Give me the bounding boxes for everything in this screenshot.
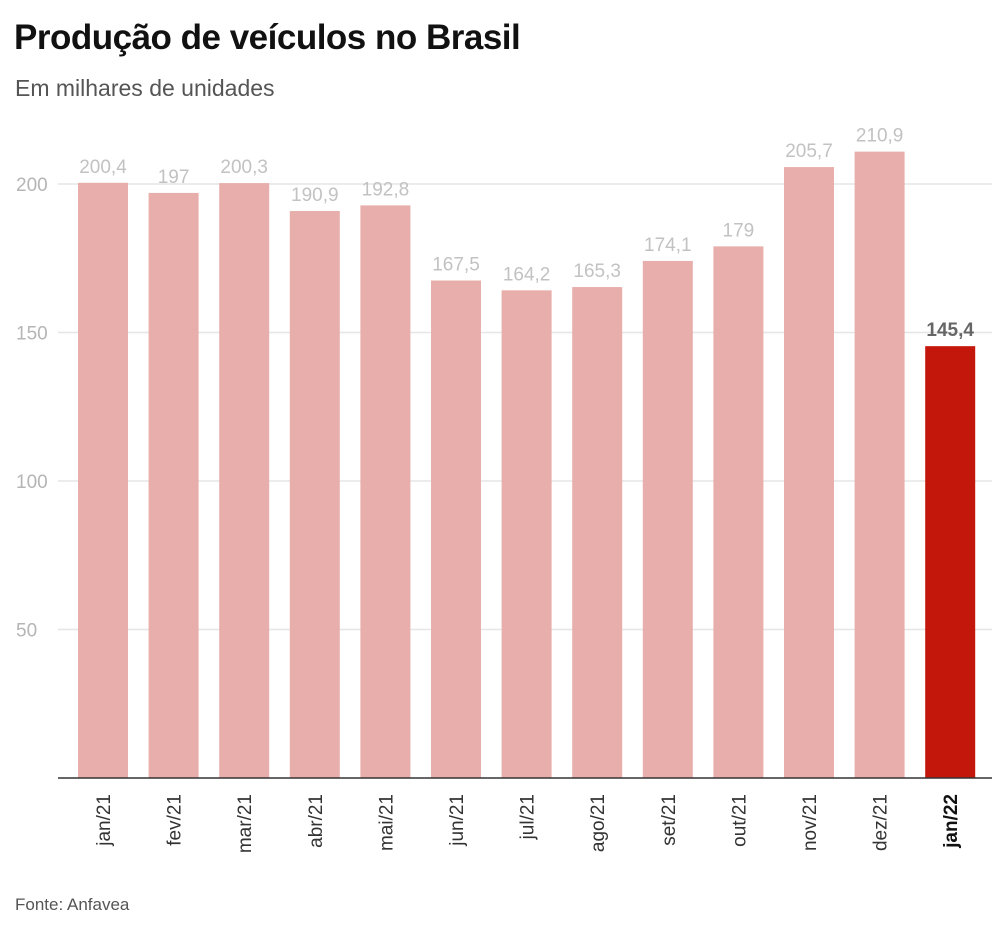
value-label: 200,3 xyxy=(220,157,268,178)
value-label: 145,4 xyxy=(926,320,974,341)
source-note: Fonte: Anfavea xyxy=(15,895,130,914)
value-label: 210,9 xyxy=(856,126,904,147)
x-tick-label: nov/21 xyxy=(800,794,821,851)
bars xyxy=(78,151,976,779)
bar-mar-21 xyxy=(219,183,270,778)
bar-out-21 xyxy=(713,246,764,778)
value-label: 192,8 xyxy=(362,179,410,200)
value-label: 174,1 xyxy=(644,235,692,256)
x-tick-label: jul/21 xyxy=(518,794,539,840)
bar-fev-21 xyxy=(148,192,199,778)
value-label: 205,7 xyxy=(785,141,833,162)
bar-jan-21 xyxy=(78,182,128,778)
chart-subtitle: Em milhares de unidades xyxy=(15,75,275,101)
x-tick-label: ago/21 xyxy=(588,794,609,852)
labels: 50 100 150 200 200,4 jan/21 197 fev/21 200,3 mar/… xyxy=(16,126,974,854)
y-tick-label: 150 xyxy=(16,324,48,345)
bar-nov-21 xyxy=(784,167,834,779)
bar-set-21 xyxy=(642,260,693,779)
x-tick-label: mai/21 xyxy=(376,794,397,851)
x-tick-label: out/21 xyxy=(729,794,750,847)
x-tick-label: mar/21 xyxy=(235,794,256,853)
x-tick-label: fev/21 xyxy=(165,794,186,846)
value-label: 197 xyxy=(158,167,190,188)
value-label: 179 xyxy=(723,220,755,241)
x-tick-label: dez/21 xyxy=(871,794,892,851)
bar-dez-21 xyxy=(854,151,905,778)
y-tick-label: 200 xyxy=(16,175,48,196)
x-tick-label: jan/21 xyxy=(94,794,115,847)
y-tick-label: 50 xyxy=(16,621,37,642)
value-label: 190,9 xyxy=(291,185,339,206)
value-label: 200,4 xyxy=(79,157,127,178)
chart-title: Produção de veículos no Brasil xyxy=(14,18,521,57)
bar-mai-21 xyxy=(360,205,411,778)
x-tick-label: jan/22 xyxy=(941,794,962,849)
x-tick-label: set/21 xyxy=(659,794,680,846)
x-tick-label: jun/21 xyxy=(447,794,468,847)
bar-abr-21 xyxy=(289,211,340,779)
bar-ago-21 xyxy=(572,287,623,778)
value-label: 165,3 xyxy=(573,261,621,282)
bar-jun-21 xyxy=(431,280,481,778)
value-label: 164,2 xyxy=(503,264,551,285)
value-label: 167,5 xyxy=(432,255,480,276)
x-tick-label: abr/21 xyxy=(306,794,327,848)
y-tick-label: 100 xyxy=(16,472,48,493)
bar-jul-21 xyxy=(501,290,552,778)
bar-jan-22 xyxy=(925,346,976,778)
